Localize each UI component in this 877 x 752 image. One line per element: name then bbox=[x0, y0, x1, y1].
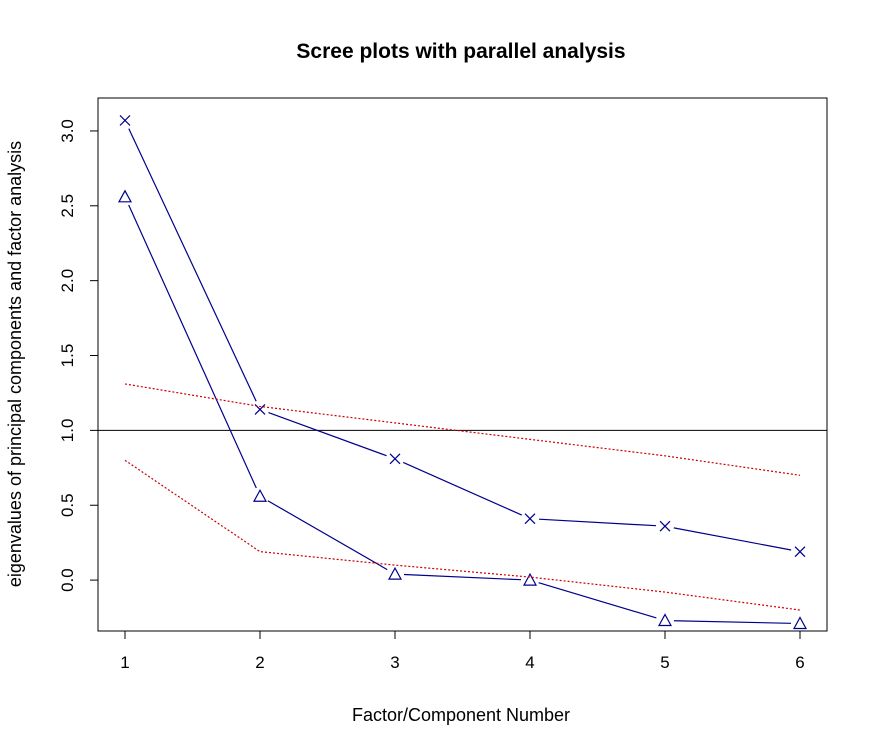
x-tick-label: 3 bbox=[390, 653, 399, 672]
series-segment bbox=[673, 527, 792, 551]
y-axis: 0.0 0.5 1.0 1.5 2.0 2.5 3.0 bbox=[58, 119, 99, 592]
x-marker bbox=[794, 546, 806, 558]
series-segment bbox=[402, 461, 523, 516]
y-tick-label: 2.5 bbox=[58, 194, 77, 218]
y-tick-label: 3.0 bbox=[58, 119, 77, 143]
series-1 bbox=[119, 115, 806, 558]
x-tick-label: 5 bbox=[660, 653, 669, 672]
plot-frame bbox=[97, 97, 828, 632]
x-marker bbox=[119, 115, 131, 126]
triangle-marker bbox=[522, 572, 538, 586]
x-axis-label: Factor/Component Number bbox=[352, 705, 570, 725]
x-tick-label: 2 bbox=[255, 653, 264, 672]
chart-title: Scree plots with parallel analysis bbox=[296, 40, 625, 63]
x-marker bbox=[389, 453, 401, 465]
y-tick-label: 1.5 bbox=[58, 344, 77, 368]
x-axis: 1 2 3 4 5 6 bbox=[120, 630, 805, 672]
series-line bbox=[124, 383, 801, 476]
series-segment bbox=[128, 204, 257, 489]
triangle-marker bbox=[657, 613, 673, 627]
x-tick-label: 1 bbox=[120, 653, 129, 672]
series-layer bbox=[117, 115, 808, 630]
y-axis-label: eigenvalues of principal components and … bbox=[5, 141, 25, 587]
series-4 bbox=[124, 459, 801, 611]
y-tick-label: 2.0 bbox=[58, 269, 77, 293]
series-segment bbox=[128, 128, 257, 402]
series-segment bbox=[538, 518, 657, 527]
y-tick-label: 0.0 bbox=[58, 568, 77, 592]
series-segment bbox=[267, 500, 388, 571]
x-marker bbox=[659, 520, 671, 532]
series-segment bbox=[673, 620, 792, 624]
series-3 bbox=[124, 383, 801, 476]
series-segment bbox=[403, 573, 522, 581]
series-segment bbox=[268, 411, 387, 457]
y-tick-label: 1.0 bbox=[58, 419, 77, 443]
series-segment bbox=[538, 582, 657, 619]
x-marker bbox=[524, 513, 536, 525]
triangle-marker bbox=[792, 616, 808, 630]
x-tick-label: 6 bbox=[795, 653, 804, 672]
series-line bbox=[124, 459, 801, 611]
y-tick-label: 0.5 bbox=[58, 493, 77, 517]
x-tick-label: 4 bbox=[525, 653, 534, 672]
triangle-marker bbox=[252, 488, 268, 502]
series-2 bbox=[117, 189, 808, 630]
triangle-marker bbox=[387, 566, 403, 580]
triangle-marker bbox=[117, 189, 133, 203]
